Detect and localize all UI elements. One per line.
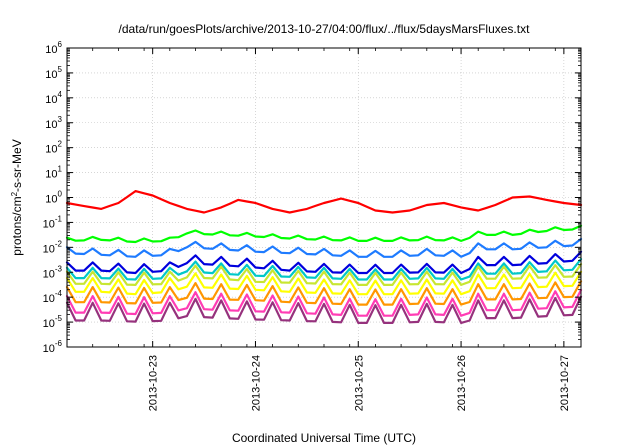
y-tick-label: 105 bbox=[45, 65, 62, 81]
series-line bbox=[65, 288, 583, 317]
series-line bbox=[65, 280, 583, 306]
x-tick-label: 2013-10-25 bbox=[353, 355, 365, 411]
series-line bbox=[65, 250, 583, 275]
y-tick-label: 101 bbox=[45, 165, 62, 181]
y-tick-label: 10-6 bbox=[43, 339, 63, 355]
x-tick-label: 2013-10-23 bbox=[148, 355, 160, 411]
x-tick-label: 2013-10-26 bbox=[456, 355, 468, 411]
y-tick-label-exponent: -6 bbox=[55, 339, 63, 348]
y-tick-label-base: 10 bbox=[43, 318, 55, 330]
y-tick-label-exponent: 3 bbox=[58, 115, 63, 124]
y-axis-title-rest: -s-sr-MeV bbox=[10, 139, 24, 192]
series-line bbox=[65, 224, 583, 244]
series-line bbox=[65, 263, 583, 286]
y-tick-label-exponent: 1 bbox=[58, 165, 63, 174]
series-group bbox=[65, 190, 583, 324]
y-axis-title: protons/cm2-s-sr-MeV bbox=[10, 139, 25, 255]
series-line bbox=[65, 270, 583, 296]
y-tick-label-base: 10 bbox=[43, 243, 55, 255]
y-tick-label-base: 10 bbox=[45, 144, 57, 156]
y-tick-label: 100 bbox=[45, 190, 62, 206]
x-tick-label: 2013-10-24 bbox=[250, 355, 262, 411]
y-axis: 10-610-510-410-310-210-11001011021031041… bbox=[43, 40, 581, 355]
y-tick-label-exponent: 5 bbox=[58, 65, 63, 74]
y-tick-label-exponent: -2 bbox=[55, 239, 63, 248]
y-tick-label: 106 bbox=[45, 40, 62, 56]
y-tick-label: 102 bbox=[45, 140, 62, 156]
y-tick-label-base: 10 bbox=[45, 94, 57, 106]
y-tick-label-exponent: 6 bbox=[58, 40, 63, 49]
y-tick-label-exponent: -3 bbox=[55, 264, 63, 273]
x-axis: 2013-10-23 2013-10-24 2013-10-25 2013-10-26… bbox=[66, 48, 582, 411]
y-tick-label: 103 bbox=[45, 115, 62, 131]
y-tick-label: 10-2 bbox=[43, 239, 63, 255]
y-tick-label-base: 10 bbox=[45, 69, 57, 81]
y-tick-label-exponent: -4 bbox=[55, 289, 63, 298]
y-tick-label-base: 10 bbox=[43, 343, 55, 355]
y-tick-label: 10-4 bbox=[43, 289, 63, 305]
chart-title: /data/run/goesPlots/archive/2013-10-27/0… bbox=[119, 22, 531, 36]
y-tick-label-base: 10 bbox=[45, 194, 57, 206]
x-axis-title: Coordinated Universal Time (UTC) bbox=[232, 431, 416, 445]
y-tick-label-exponent: 0 bbox=[58, 190, 63, 199]
y-tick-label: 10-3 bbox=[43, 264, 63, 280]
x-tick-label: 2013-10-27 bbox=[559, 355, 571, 411]
y-axis-title-base: protons/cm bbox=[10, 196, 24, 255]
y-tick-label-base: 10 bbox=[43, 268, 55, 280]
y-tick-label-exponent: 4 bbox=[58, 90, 63, 99]
y-axis-title-superscript: 2 bbox=[10, 191, 19, 196]
series-line bbox=[65, 190, 583, 214]
y-tick-label-exponent: -1 bbox=[55, 214, 63, 223]
y-tick-label-exponent: 2 bbox=[58, 140, 63, 149]
y-tick-label-base: 10 bbox=[43, 293, 55, 305]
series-line bbox=[65, 258, 583, 281]
y-tick-label: 10-1 bbox=[43, 214, 63, 230]
y-tick-label: 104 bbox=[45, 90, 62, 106]
y-tick-label-exponent: -5 bbox=[55, 314, 63, 323]
y-tick-label-base: 10 bbox=[43, 218, 55, 230]
y-tick-label-base: 10 bbox=[45, 169, 57, 181]
y-tick-label-base: 10 bbox=[45, 119, 57, 131]
series-line bbox=[65, 237, 583, 258]
chart-title-group: /data/run/goesPlots/archive/2013-10-27/0… bbox=[119, 22, 531, 36]
y-tick-label: 10-5 bbox=[43, 314, 63, 330]
series-line bbox=[65, 295, 583, 324]
y-tick-label-base: 10 bbox=[45, 44, 57, 56]
